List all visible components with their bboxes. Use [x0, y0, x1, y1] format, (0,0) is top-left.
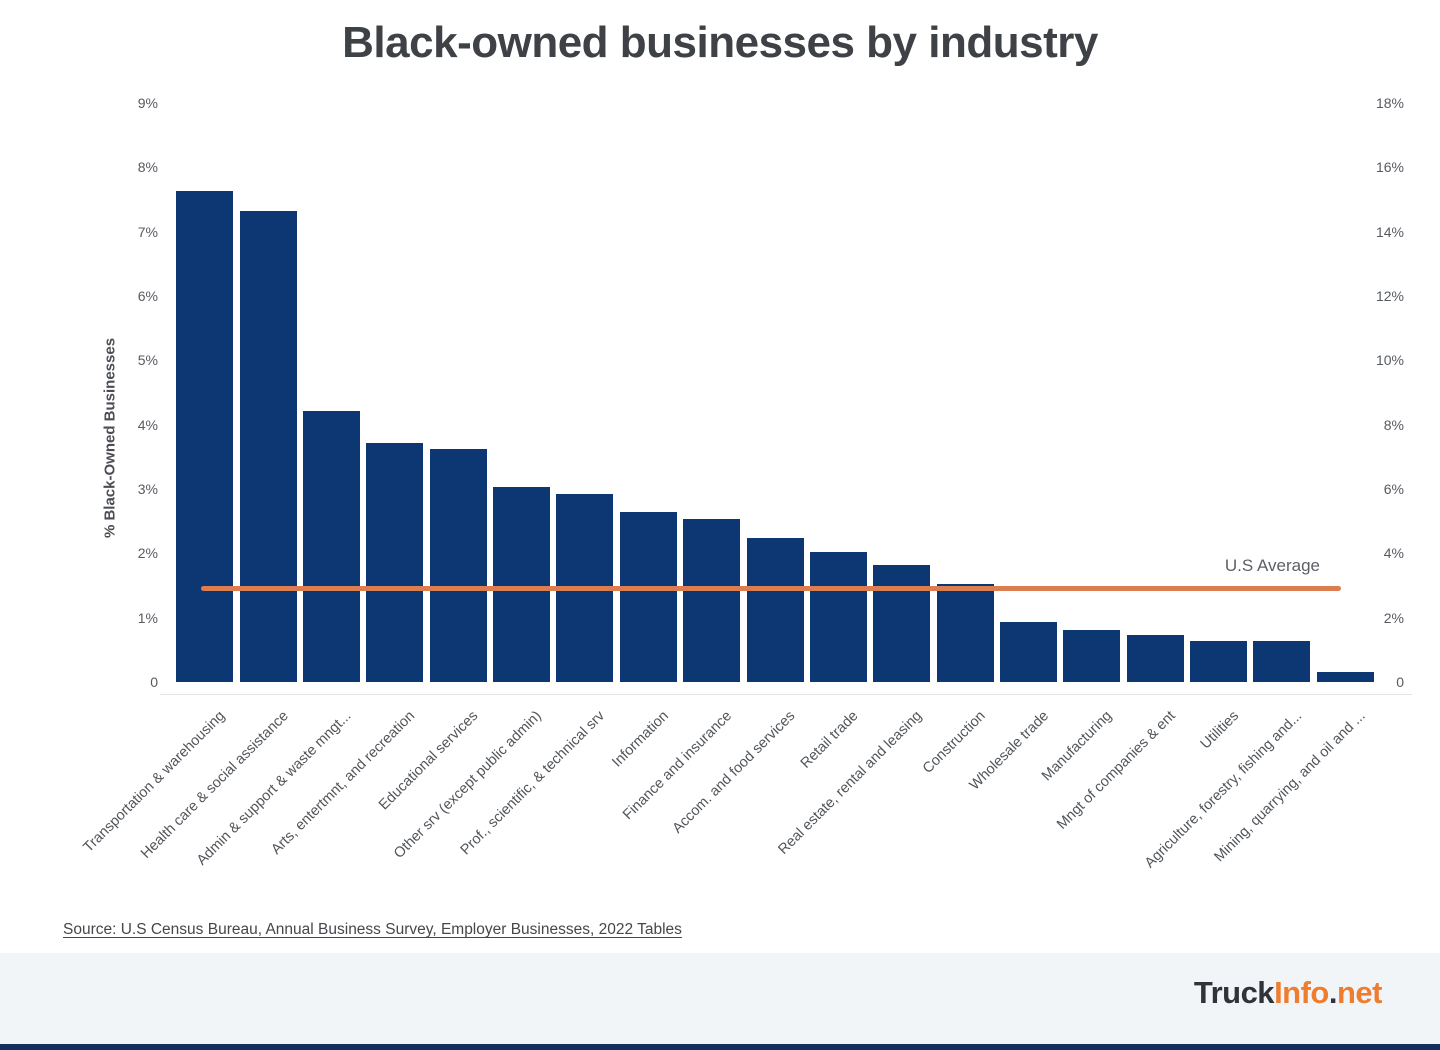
x-category-label: Finance and insurance [619, 708, 735, 824]
left-axis-tick: 6% [137, 288, 158, 305]
x-axis-line [160, 694, 1412, 695]
left-axis-tick: 5% [137, 352, 158, 369]
right-axis-tick: 4% [1383, 545, 1404, 562]
us-average-label: U.S Average [1224, 556, 1320, 575]
bar [176, 191, 234, 682]
x-category-label: Information [608, 708, 672, 771]
left-axis-tick: 2% [137, 545, 158, 562]
right-axis-tick: 2% [1383, 609, 1404, 626]
bar [493, 487, 551, 682]
x-category-label: Utilities [1197, 708, 1242, 753]
footer-accent-bar [0, 1044, 1440, 1050]
bar [809, 552, 867, 682]
footer-band: TruckInfo.net [0, 953, 1440, 1044]
bar [999, 622, 1057, 682]
left-axis-tick: 8% [137, 159, 158, 176]
us-average-line [201, 586, 1341, 592]
bar [683, 519, 741, 682]
truckinfo-logo[interactable]: TruckInfo.net [1193, 975, 1383, 1011]
right-axis-tick: 0 [1396, 674, 1404, 690]
left-axis-tick: 0 [150, 674, 158, 690]
bar [1126, 635, 1184, 682]
x-category-label: Construction [919, 708, 989, 777]
logo-text-truck: Truck [1193, 975, 1275, 1010]
logo-text-dot: . [1328, 975, 1338, 1010]
bar [302, 411, 360, 682]
chart-title: Black-owned businesses by industry [342, 18, 1098, 67]
bar [366, 443, 424, 682]
x-category-label: Accom. and food services [669, 708, 799, 837]
bar [619, 512, 677, 682]
left-axis-tick: 1% [137, 609, 158, 626]
logo-text-info: Info [1274, 975, 1329, 1010]
bar [1253, 640, 1311, 682]
bar [936, 584, 994, 682]
bar [746, 537, 804, 682]
bar [1316, 671, 1374, 682]
bar [1190, 640, 1248, 682]
left-axis-tick: 4% [137, 416, 158, 433]
bar [239, 211, 297, 682]
left-axis-tick: 7% [137, 223, 158, 240]
bar [1063, 629, 1121, 682]
right-axis-tick: 8% [1383, 416, 1404, 433]
right-axis-tick: 10% [1375, 352, 1404, 369]
right-axis-tick: 16% [1375, 159, 1404, 176]
bar [429, 449, 487, 682]
logo-text-net: net [1337, 975, 1383, 1010]
left-axis-tick: 3% [137, 481, 158, 497]
x-category-label: Mngt of companies & ent [1053, 708, 1179, 833]
x-category-label: Retail trade [797, 708, 862, 772]
right-axis-tick: 18% [1375, 95, 1404, 112]
right-axis-tick: 12% [1375, 288, 1404, 305]
left-axis-tick: 9% [137, 95, 158, 112]
bar [873, 564, 931, 682]
right-axis-tick: 14% [1375, 223, 1404, 240]
source-citation[interactable]: Source: U.S Census Bureau, Annual Busine… [63, 921, 682, 938]
right-axis-tick: 6% [1383, 481, 1404, 497]
